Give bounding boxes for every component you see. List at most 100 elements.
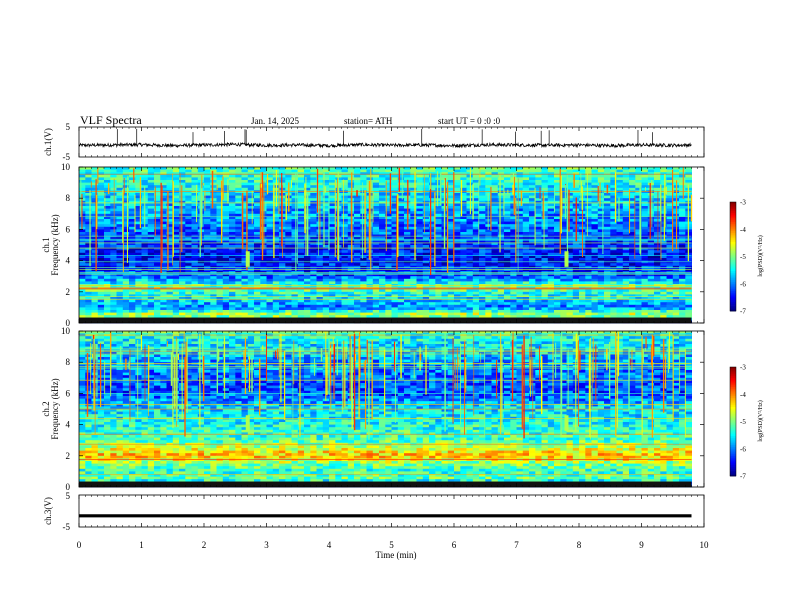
spec-cell <box>104 174 111 178</box>
spec-cell <box>266 273 274 277</box>
spec-cell <box>585 180 592 183</box>
spec-cell <box>466 221 474 225</box>
spec-cell <box>197 167 205 170</box>
spec-cell <box>597 294 605 298</box>
spec-cell <box>429 232 436 235</box>
spec-cell <box>372 232 380 235</box>
spec-cell <box>547 187 555 191</box>
spec-cell <box>591 273 599 277</box>
spec-cell <box>372 200 380 204</box>
spec-cell <box>422 252 430 256</box>
spec-cell <box>129 278 136 282</box>
spec-cell <box>397 193 405 196</box>
spec-cell <box>216 190 224 194</box>
spec-cell <box>554 206 561 209</box>
spec-cell <box>516 200 524 204</box>
spec-cell <box>291 229 299 233</box>
spec-cell <box>679 195 686 199</box>
spec-cell <box>341 167 349 170</box>
spec-cell <box>585 258 592 261</box>
spec-cell <box>272 258 280 261</box>
spec-cell <box>254 169 261 173</box>
spec-cell <box>241 182 249 186</box>
spec-cell <box>179 273 186 277</box>
spec-cell <box>472 239 480 243</box>
spec-cell <box>679 185 686 189</box>
spec-cell <box>104 226 111 230</box>
spec-cell <box>372 174 380 178</box>
spec-cell <box>341 250 349 254</box>
spec-cell <box>510 211 517 215</box>
spec-cell <box>247 232 255 235</box>
spec-cell <box>122 206 130 209</box>
spec-cell <box>247 200 255 204</box>
spec-cell <box>466 242 474 246</box>
spec-cell <box>660 211 667 215</box>
spec-cell <box>629 255 636 259</box>
spec-cell <box>635 195 642 199</box>
spec-cell <box>129 216 136 220</box>
spec-cell <box>572 180 580 183</box>
spec-cell <box>516 198 524 202</box>
spec-cell <box>560 203 567 207</box>
spec-cell <box>97 167 105 170</box>
spec-cell <box>297 195 305 199</box>
spec-cell <box>172 250 180 254</box>
spec-cell <box>379 297 386 300</box>
spec-cell <box>297 239 305 243</box>
spec-cell <box>410 291 417 295</box>
spec-cell <box>410 232 417 235</box>
spec-cell <box>216 278 224 282</box>
spec-cell <box>241 239 249 243</box>
spec-cell <box>416 255 424 259</box>
spec-cell <box>147 206 155 209</box>
spec-cell <box>541 182 549 186</box>
spec-cell <box>547 224 555 228</box>
spec-cell <box>204 219 211 222</box>
spec-cell <box>210 263 217 267</box>
spec-cell <box>135 185 142 189</box>
spec-cell <box>629 247 636 251</box>
spec-cell <box>454 185 461 189</box>
spec-cell <box>116 289 124 293</box>
spec-cell <box>310 177 317 181</box>
spec-cell <box>422 245 430 248</box>
spec-cell <box>422 242 430 246</box>
spec-cell <box>166 190 174 194</box>
spec-cell <box>504 180 511 183</box>
spec-cell <box>179 252 186 256</box>
spec-cell <box>322 193 330 196</box>
spec-cell <box>391 190 399 194</box>
spec-cell <box>497 229 505 233</box>
spec-cell <box>297 263 305 267</box>
spec-cell <box>154 224 161 228</box>
spec-cell <box>516 289 524 293</box>
spec-cell <box>341 198 349 202</box>
spec-cell <box>85 195 92 199</box>
spec-cell <box>391 297 399 300</box>
spec-cell <box>116 219 124 222</box>
spec-cell <box>522 250 530 254</box>
spec-cell <box>185 291 192 295</box>
spec-cell <box>297 294 305 298</box>
spec-cell <box>672 291 680 295</box>
spec-cell <box>497 167 505 170</box>
spec-cell <box>116 237 124 241</box>
spec-cell <box>491 226 499 230</box>
spec-cell <box>510 226 517 230</box>
spec-cell <box>585 237 592 241</box>
spec-cell <box>204 198 211 202</box>
spec-cell <box>435 219 442 222</box>
spec-cell <box>391 250 399 254</box>
spec-cell <box>454 276 461 280</box>
spec-cell <box>422 258 430 261</box>
spec-cell <box>604 276 611 280</box>
spec-cell <box>460 278 467 282</box>
spec-cell <box>391 232 399 235</box>
spec-cell <box>616 187 624 191</box>
spec-cell <box>97 237 105 241</box>
spec-cell <box>122 211 130 215</box>
spec-cell <box>110 190 117 194</box>
spec-cell <box>422 291 430 295</box>
spec-cell <box>204 273 211 277</box>
